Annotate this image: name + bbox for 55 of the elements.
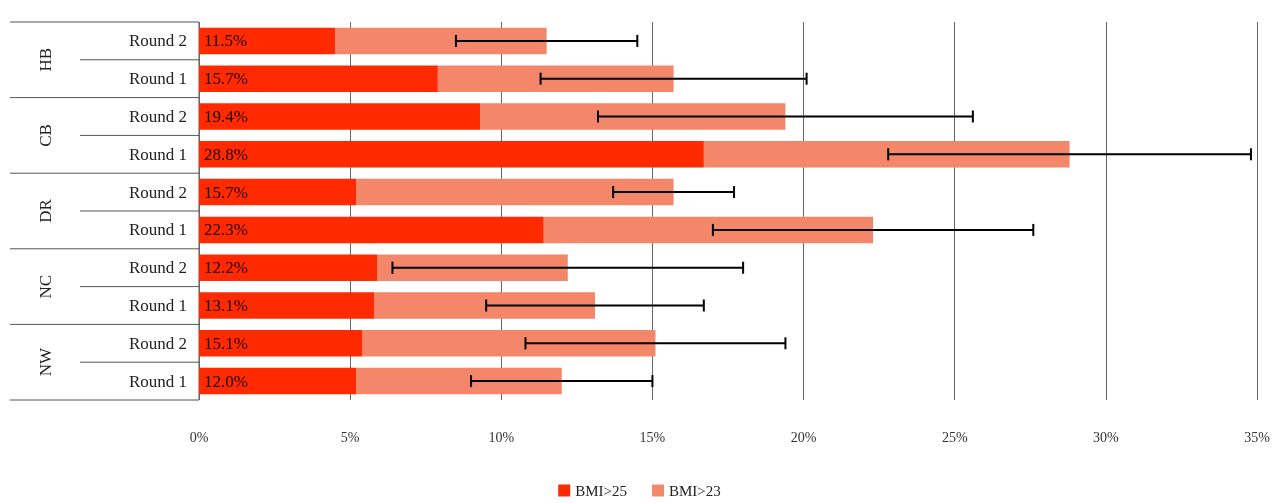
bar <box>356 178 674 206</box>
y-tick-label: Round 2 <box>128 107 187 126</box>
total-label: 19.4% <box>204 107 248 126</box>
x-tick-label: 30% <box>1093 429 1120 445</box>
y-tick-label: Round 1 <box>128 220 187 240</box>
y-tick-label: Round 1 <box>128 69 187 89</box>
text: CB <box>35 124 55 147</box>
text: DR <box>35 198 55 223</box>
legend-label: BMI>25 <box>575 482 627 499</box>
bar <box>199 141 704 168</box>
total-label: 11.5% <box>204 31 248 51</box>
total-label: 15.7% <box>204 182 248 202</box>
legend-label: BMI>23 <box>669 482 721 499</box>
total-label: 15.7% <box>204 69 248 89</box>
bar <box>543 216 874 244</box>
bar <box>374 292 595 319</box>
y-tick-label: Round 2 <box>128 258 187 278</box>
bar <box>199 367 357 395</box>
total-label: 15.1% <box>204 333 248 353</box>
y-tick-label: Round 1 <box>128 144 187 164</box>
bar <box>199 65 438 92</box>
bar <box>377 254 568 281</box>
bar <box>362 330 656 357</box>
bar <box>703 141 1070 168</box>
bar <box>199 216 544 244</box>
x-tick-label: 10% <box>488 429 515 445</box>
total-label: 12.2% <box>204 258 248 278</box>
bar <box>437 65 674 92</box>
text: NC <box>35 274 55 299</box>
bar <box>199 103 481 130</box>
text: NW <box>35 347 55 377</box>
y-tick-label: Round 1 <box>128 296 187 315</box>
bar <box>480 103 786 130</box>
total-label: 12.0% <box>204 371 248 391</box>
y-tick-label: Round 1 <box>128 371 187 391</box>
total-label: 22.3% <box>204 220 248 240</box>
bar <box>199 254 378 281</box>
bar <box>335 27 547 55</box>
x-tick-label: 25% <box>941 429 968 445</box>
x-tick-label: 20% <box>790 429 817 445</box>
y-tick-label: Round 2 <box>128 31 187 51</box>
total-label: 13.1% <box>204 296 248 315</box>
x-tick-label: 35% <box>1244 429 1271 445</box>
x-tick-label: 0% <box>189 429 209 445</box>
x-tick-label: 5% <box>340 429 360 445</box>
bar <box>199 178 357 206</box>
bar <box>199 330 363 357</box>
x-tick-label: 15% <box>639 429 666 445</box>
text: HB <box>35 47 55 72</box>
bar <box>199 27 336 55</box>
total-label: 28.8% <box>204 144 248 164</box>
bar <box>199 292 375 319</box>
bar <box>356 367 562 395</box>
y-tick-label: Round 2 <box>128 333 187 353</box>
y-tick-label: Round 2 <box>128 182 187 202</box>
